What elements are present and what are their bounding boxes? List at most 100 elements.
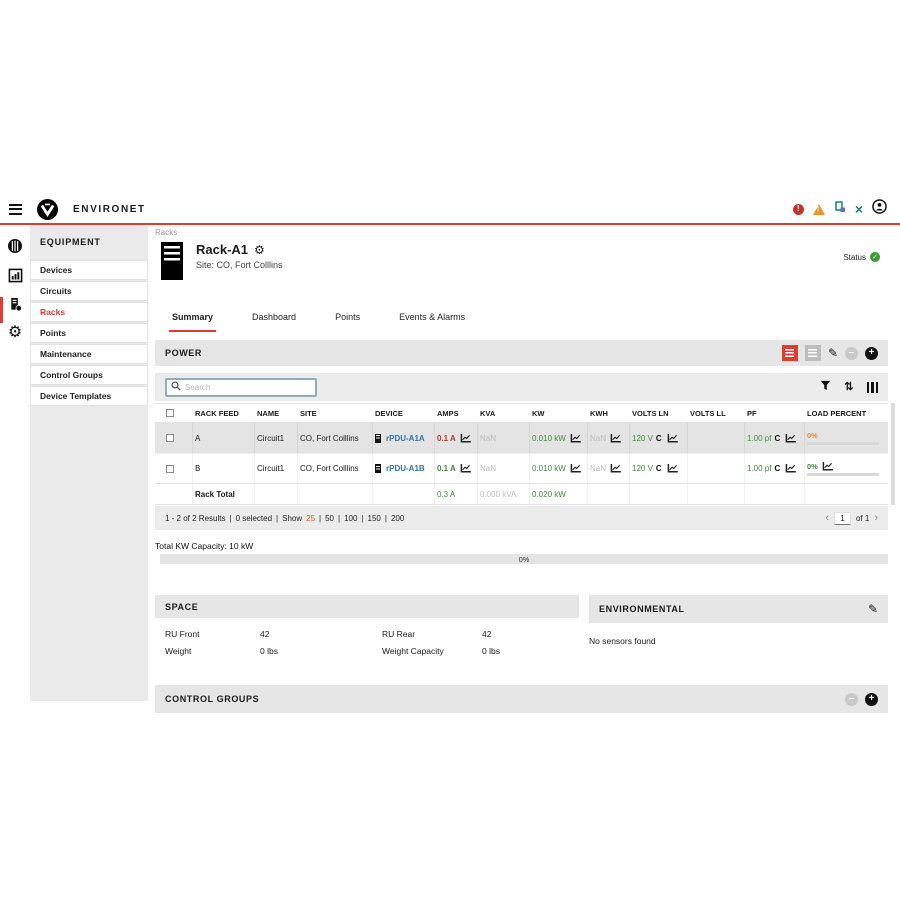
- trend-chart-icon[interactable]: [610, 464, 621, 473]
- row-checkbox[interactable]: [166, 434, 174, 442]
- list-view-button[interactable]: [781, 345, 798, 361]
- field-value: 0 lbs: [260, 646, 278, 656]
- sidebar-item-control-groups[interactable]: Control Groups: [30, 365, 148, 385]
- space-title: SPACE: [165, 601, 199, 612]
- trend-chart-icon[interactable]: [460, 464, 471, 473]
- col-volts-ln[interactable]: VOLTS LN: [632, 408, 669, 418]
- trend-chart-icon[interactable]: [785, 433, 797, 443]
- calculated-flag: C: [655, 464, 662, 473]
- trend-chart-icon[interactable]: [570, 464, 581, 473]
- page-size-25[interactable]: 25: [306, 513, 316, 523]
- tab-dashboard[interactable]: Dashboard: [252, 312, 297, 322]
- reports-icon[interactable]: [6, 266, 24, 284]
- edit-power-icon[interactable]: ✎: [827, 346, 838, 360]
- facility-icon[interactable]: [6, 237, 24, 255]
- page-size-50[interactable]: 50: [325, 513, 335, 523]
- field-label: RU Rear: [382, 629, 416, 639]
- device-status-icon[interactable]: [834, 200, 846, 218]
- results-count: 1 - 2 of 2 Results: [165, 513, 226, 523]
- tab-events-alarms[interactable]: Events & Alarms: [399, 312, 466, 322]
- col-site[interactable]: SITE: [300, 408, 317, 418]
- table-toolbar: ⇅: [155, 373, 888, 401]
- settings-icon[interactable]: ⚙: [7, 324, 23, 341]
- sidebar-item-maintenance[interactable]: Maintenance: [30, 344, 148, 364]
- sidebar-item-devices[interactable]: Devices: [30, 260, 148, 280]
- columns-icon[interactable]: [866, 381, 878, 393]
- card-view-button[interactable]: [804, 345, 821, 361]
- left-icon-rail: ⚙: [0, 225, 30, 701]
- col-kw[interactable]: KW: [532, 408, 545, 418]
- search-box: [165, 377, 317, 397]
- sidebar-title: EQUIPMENT: [40, 237, 101, 247]
- critical-alarm-icon[interactable]: !: [792, 203, 804, 215]
- warning-alarm-icon[interactable]: !: [812, 203, 825, 215]
- kw-capacity: Total KW Capacity: 10 kW 0%: [155, 541, 888, 564]
- field-value: 0 lbs: [482, 646, 500, 656]
- table-pagination: 1 - 2 of 2 Results | 0 selected | Show 2…: [155, 506, 888, 530]
- row-checkbox[interactable]: [166, 464, 174, 473]
- search-input[interactable]: [185, 382, 311, 392]
- maintenance-icon[interactable]: ×: [854, 201, 863, 217]
- col-amps[interactable]: AMPS: [437, 408, 459, 418]
- sidebar-item-circuits[interactable]: Circuits: [30, 281, 148, 301]
- device-link[interactable]: rPDU-A1B: [386, 464, 425, 473]
- environet-app: ENVIRONET ! ! × ⚙: [0, 195, 900, 713]
- col-load-percent[interactable]: LOAD PERCENT: [807, 408, 867, 418]
- search-icon: [171, 378, 181, 396]
- trend-chart-icon[interactable]: [570, 433, 581, 443]
- sidebar-item-racks[interactable]: Racks: [30, 302, 148, 322]
- col-device[interactable]: DEVICE: [375, 408, 403, 418]
- vertiv-logo-icon: [37, 198, 58, 220]
- calculated-flag: C: [774, 433, 781, 443]
- status-ok-icon: ✓: [870, 252, 880, 262]
- device-link[interactable]: rPDU-A1A: [386, 433, 425, 443]
- edit-environmental-icon[interactable]: ✎: [867, 602, 878, 616]
- hamburger-menu-icon[interactable]: [9, 203, 22, 215]
- col-volts-ll[interactable]: VOLTS LL: [690, 408, 726, 418]
- trend-chart-icon[interactable]: [785, 464, 797, 473]
- equipment-icon[interactable]: [6, 295, 24, 313]
- col-rack-feed[interactable]: RACK FEED: [195, 408, 239, 418]
- trend-chart-icon[interactable]: [667, 433, 678, 443]
- trend-chart-icon[interactable]: [460, 433, 471, 443]
- power-table: RACK FEED NAME SITE DEVICE AMPS KVA KW K…: [155, 403, 895, 505]
- remove-feed-button[interactable]: –: [845, 346, 858, 360]
- sort-icon[interactable]: ⇅: [844, 380, 854, 393]
- remove-control-group-button[interactable]: –: [845, 692, 858, 706]
- environmental-title: ENVIRONMENTAL: [599, 604, 685, 614]
- filter-icon[interactable]: [820, 378, 831, 396]
- col-pf[interactable]: PF: [747, 408, 757, 418]
- rack-site-label: Site: CO, Fort Colllins: [196, 260, 283, 270]
- current-page-input[interactable]: 1: [833, 511, 851, 525]
- tab-summary[interactable]: Summary: [169, 307, 217, 332]
- page-size-100[interactable]: 100: [344, 513, 358, 523]
- col-kwh[interactable]: KWH: [590, 408, 608, 418]
- table-row-feed-b[interactable]: B Circuit1 CO, Fort Colllins rPDU-A1B 0.…: [155, 453, 888, 483]
- rack-icon: [161, 242, 183, 280]
- col-name[interactable]: NAME: [257, 408, 280, 418]
- trend-chart-icon[interactable]: [822, 461, 833, 471]
- add-control-group-button[interactable]: +: [865, 692, 878, 706]
- page-size-150[interactable]: 150: [367, 513, 381, 523]
- add-feed-button[interactable]: +: [865, 346, 878, 360]
- kw-capacity-bar: 0%: [160, 554, 888, 564]
- next-page-icon[interactable]: ›: [874, 511, 878, 524]
- page-of-label: of 1: [855, 513, 870, 523]
- prev-page-icon[interactable]: ‹: [825, 511, 829, 524]
- trend-chart-icon[interactable]: [610, 433, 621, 443]
- device-rack-icon: [375, 464, 381, 473]
- page-size-200[interactable]: 200: [390, 513, 405, 523]
- select-all-checkbox[interactable]: [166, 409, 174, 417]
- rack-settings-icon[interactable]: ⚙: [254, 242, 265, 257]
- breadcrumb[interactable]: Racks: [155, 228, 178, 237]
- table-scrollbar[interactable]: [891, 403, 895, 505]
- topbar-status-icons: ! ! ×: [792, 199, 887, 219]
- sidebar-item-device-templates[interactable]: Device Templates: [30, 386, 148, 406]
- tab-points[interactable]: Points: [335, 312, 361, 322]
- top-bar: ENVIRONET ! ! ×: [0, 195, 900, 225]
- sidebar-item-points[interactable]: Points: [30, 323, 148, 343]
- trend-chart-icon[interactable]: [667, 464, 678, 473]
- col-kva[interactable]: KVA: [480, 408, 496, 418]
- user-account-icon[interactable]: [872, 199, 887, 219]
- table-row-feed-a[interactable]: A Circuit1 CO, Fort Colllins rPDU-A1A 0.…: [155, 423, 888, 453]
